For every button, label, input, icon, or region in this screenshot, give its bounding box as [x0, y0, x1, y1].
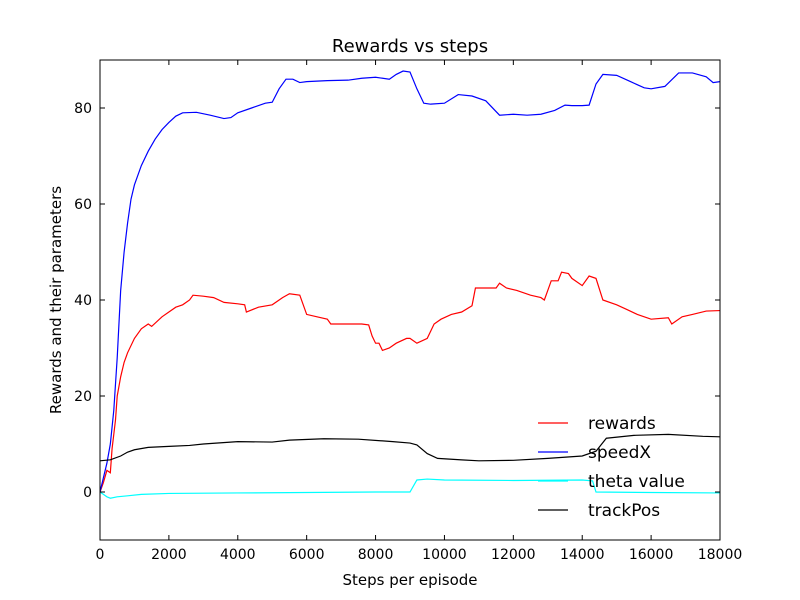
legend-label-rewards: rewards	[588, 414, 656, 434]
y-tick-label: 80	[74, 101, 92, 117]
x-tick-label: 14000	[560, 547, 605, 563]
x-tick-label: 12000	[491, 547, 536, 563]
legend-label-theta-value: theta value	[588, 472, 685, 492]
x-axis-title: Steps per episode	[342, 571, 477, 589]
x-tick-label: 0	[96, 547, 105, 563]
y-tick-label: 60	[74, 197, 92, 213]
y-tick-label: 20	[74, 389, 92, 405]
series-line-speedX	[100, 70, 720, 493]
y-tick-label: 40	[74, 293, 92, 309]
series-line-trackPos	[100, 433, 720, 462]
x-tick-label: 16000	[629, 547, 674, 563]
y-tick-label: 0	[83, 485, 92, 501]
x-tick-label: 6000	[289, 547, 325, 563]
plot-lines	[100, 70, 720, 499]
x-tick-label: 10000	[422, 547, 467, 563]
legend-label-speedX: speedX	[588, 443, 651, 463]
y-axis-title: Rewards and their parameters	[47, 186, 65, 414]
x-tick-label: 4000	[220, 547, 256, 563]
x-tick-label: 2000	[151, 547, 187, 563]
x-axis-ticks: 0 2000 4000 6000 8000 10000 12000 14000 16000 180…	[96, 60, 743, 563]
y-axis-ticks: 0 20 40 60 80	[74, 101, 720, 501]
x-tick-label: 18000	[698, 547, 743, 563]
legend: rewards speedX theta value trackPos	[538, 414, 685, 521]
chart-title: Rewards vs steps	[332, 36, 488, 57]
series-line-theta-value	[100, 478, 720, 499]
x-tick-label: 8000	[358, 547, 394, 563]
legend-label-trackPos: trackPos	[588, 501, 660, 521]
series-line-rewards	[100, 271, 720, 493]
